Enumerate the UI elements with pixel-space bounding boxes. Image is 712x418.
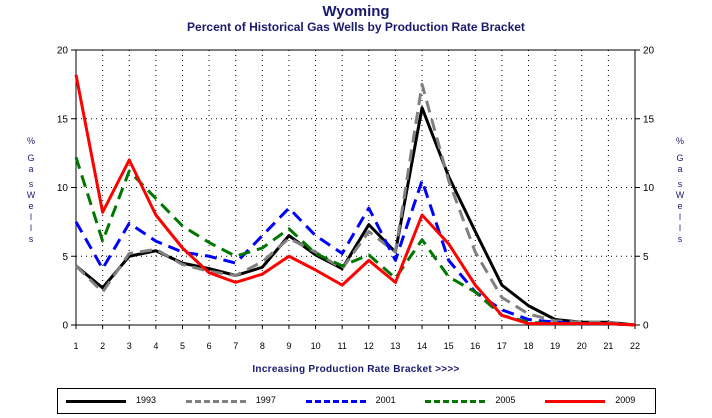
y-axis-label-char: l (30, 212, 32, 222)
y-axis-label-char: s (677, 234, 683, 244)
y-axis-label-char: G (27, 153, 35, 163)
x-tick-label: 6 (207, 341, 212, 351)
series-line-2001 (74, 179, 636, 327)
x-tick-label: 14 (417, 341, 427, 351)
legend-swatch (425, 400, 486, 403)
x-tick-label: 8 (260, 341, 265, 351)
x-tick-label: 11 (338, 341, 347, 351)
y-tick-label-right: 0 (643, 321, 649, 332)
y-axis-label-char: s (28, 179, 34, 189)
y-axis-label-char: l (679, 212, 681, 222)
y-axis-label-char: e (677, 201, 683, 211)
y-tick-label-left: 10 (57, 183, 69, 194)
chart-subtitle: Percent of Historical Gas Wells by Produ… (187, 20, 525, 34)
y-tick-label-right: 10 (643, 183, 655, 194)
x-tick-label: 17 (497, 341, 507, 351)
x-tick-label: 20 (577, 341, 587, 351)
legend-swatch (545, 400, 606, 403)
y-axis-label-char: % (675, 136, 684, 146)
legend-label: 1997 (255, 395, 276, 405)
y-tick-label-left: 0 (62, 321, 68, 332)
x-axis-label: Increasing Production Rate Bracket >>>> (252, 364, 460, 375)
y-axis-label-char: % (26, 136, 35, 146)
y-axis-label-char: s (28, 234, 34, 244)
x-tick-label: 2 (100, 341, 105, 351)
series-line-2009 (74, 74, 636, 327)
x-tick-label: 1 (73, 341, 78, 351)
y-tick-label-right: 20 (643, 46, 655, 57)
x-tick-label: 5 (180, 341, 185, 351)
x-tick-label: 15 (444, 341, 454, 351)
y-axis-label-char: l (679, 223, 681, 233)
series-line-1997 (74, 82, 636, 327)
x-tick-label: 21 (603, 341, 613, 351)
y-tick-label-left: 20 (57, 46, 69, 57)
legend: 1993 1997 2001 2005 2009 (57, 388, 656, 414)
series-line-1993 (75, 106, 636, 327)
y-axis-label-char: W (675, 190, 685, 200)
y-axis-label-char: l (30, 223, 32, 233)
legend-swatch (66, 400, 126, 403)
y-axis-label-char: e (28, 201, 34, 211)
x-tick-label: 19 (550, 341, 560, 351)
x-tick-label: 10 (311, 341, 321, 351)
y-axis-label-char: G (676, 153, 684, 163)
legend-item-1993: 1993 (58, 389, 178, 413)
y-tick-label-right: 5 (643, 252, 649, 263)
x-tick-label: 12 (364, 341, 374, 351)
x-tick-label: 22 (630, 341, 640, 351)
x-tick-label: 13 (390, 341, 400, 351)
y-tick-label-left: 15 (57, 114, 69, 125)
legend-swatch (185, 400, 246, 403)
y-axis-label-char: a (28, 164, 34, 174)
x-tick-label: 4 (153, 341, 158, 351)
legend-item-2005: 2005 (417, 389, 537, 413)
legend-item-2001: 2001 (298, 389, 418, 413)
x-tick-label: 18 (524, 341, 534, 351)
x-tick-label: 7 (233, 341, 238, 351)
series-line-2005 (74, 156, 636, 327)
legend-label: 2005 (495, 395, 516, 405)
x-tick-label: 3 (127, 341, 132, 351)
chart-title: Wyoming (322, 3, 390, 20)
legend-label: 2009 (615, 395, 636, 405)
y-axis-label-char: W (26, 190, 36, 200)
y-axis-label-char: a (677, 164, 683, 174)
y-tick-label-left: 5 (62, 252, 68, 263)
legend-item-1997: 1997 (178, 389, 298, 413)
legend-item-2009: 2009 (537, 389, 657, 413)
legend-swatch (305, 400, 366, 403)
legend-label: 1993 (136, 395, 157, 405)
x-tick-label: 9 (286, 341, 291, 351)
x-tick-label: 16 (470, 341, 480, 351)
y-axis-label-char: s (677, 179, 683, 189)
y-tick-label-right: 15 (643, 114, 655, 125)
legend-label: 2001 (375, 395, 396, 405)
